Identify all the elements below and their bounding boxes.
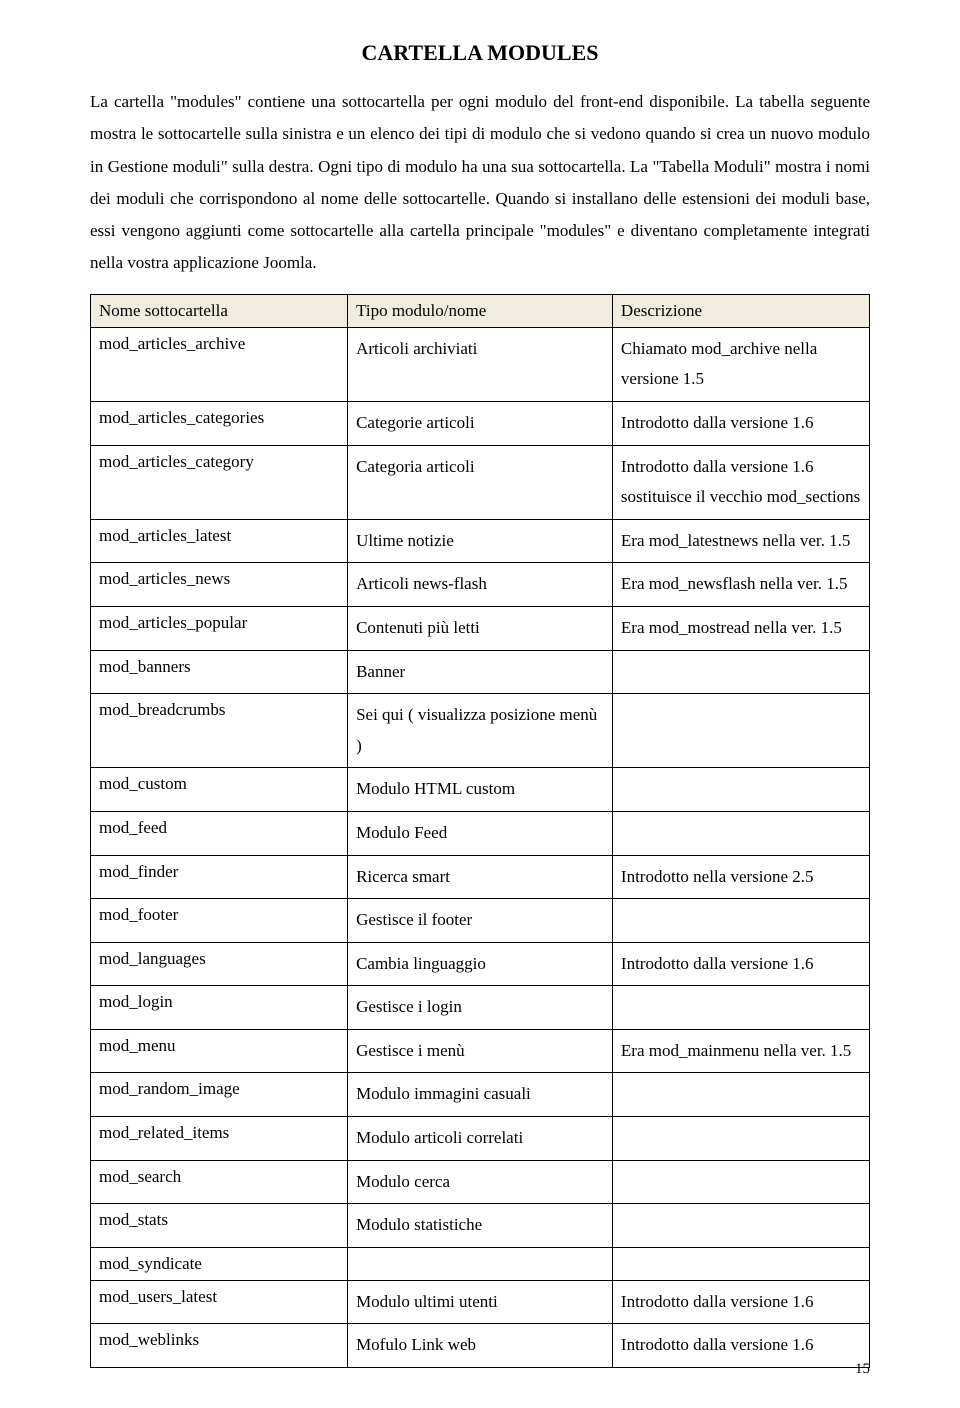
table-cell [612, 899, 869, 943]
table-cell: Introdotto nella versione 2.5 [612, 855, 869, 899]
table-cell: Ultime notizie [348, 519, 613, 563]
table-row: mod_articles_popularContenuti più lettiE… [91, 606, 870, 650]
table-cell: Contenuti più letti [348, 606, 613, 650]
table-body: mod_articles_archiveArticoli archiviatiC… [91, 327, 870, 1367]
table-cell: Banner [348, 650, 613, 694]
table-row: mod_weblinksMofulo Link webIntrodotto da… [91, 1324, 870, 1368]
table-cell: Era mod_newsflash nella ver. 1.5 [612, 563, 869, 607]
table-row: mod_articles_latestUltime notizieEra mod… [91, 519, 870, 563]
table-row: mod_feedModulo Feed [91, 811, 870, 855]
table-cell: Introdotto dalla versione 1.6 sostituisc… [612, 445, 869, 519]
table-cell [612, 986, 869, 1030]
table-cell [612, 1117, 869, 1161]
table-cell: mod_stats [91, 1204, 348, 1248]
table-cell: mod_finder [91, 855, 348, 899]
table-cell: mod_weblinks [91, 1324, 348, 1368]
table-cell [348, 1247, 613, 1280]
table-row: mod_languagesCambia linguaggioIntrodotto… [91, 942, 870, 986]
table-row: mod_related_itemsModulo articoli correla… [91, 1117, 870, 1161]
table-cell: mod_login [91, 986, 348, 1030]
table-cell: Modulo Feed [348, 811, 613, 855]
table-cell [612, 694, 869, 768]
document-page: CARTELLA MODULES La cartella "modules" c… [0, 0, 960, 1408]
table-cell: Introdotto dalla versione 1.6 [612, 942, 869, 986]
table-header: Nome sottocartella [91, 294, 348, 327]
table-cell: mod_random_image [91, 1073, 348, 1117]
table-cell: Categoria articoli [348, 445, 613, 519]
table-cell: Introdotto dalla versione 1.6 [612, 1280, 869, 1324]
table-cell [612, 1247, 869, 1280]
table-cell: mod_users_latest [91, 1280, 348, 1324]
table-cell: Gestisce i menù [348, 1029, 613, 1073]
table-row: mod_random_imageModulo immagini casuali [91, 1073, 870, 1117]
table-cell: mod_breadcrumbs [91, 694, 348, 768]
table-cell: Articoli news-flash [348, 563, 613, 607]
table-cell: Categorie articoli [348, 401, 613, 445]
table-cell: Modulo immagini casuali [348, 1073, 613, 1117]
table-row: mod_loginGestisce i login [91, 986, 870, 1030]
table-cell: Chiamato mod_archive nella versione 1.5 [612, 327, 869, 401]
table-cell: mod_articles_latest [91, 519, 348, 563]
page-title: CARTELLA MODULES [90, 40, 870, 66]
table-cell: mod_articles_category [91, 445, 348, 519]
table-header: Tipo modulo/nome [348, 294, 613, 327]
table-cell: Articoli archiviati [348, 327, 613, 401]
table-cell [612, 1073, 869, 1117]
table-row: mod_articles_categoryCategoria articoliI… [91, 445, 870, 519]
table-cell: mod_articles_archive [91, 327, 348, 401]
table-cell [612, 1160, 869, 1204]
table-cell: mod_languages [91, 942, 348, 986]
table-row: mod_menuGestisce i menùEra mod_mainmenu … [91, 1029, 870, 1073]
table-cell: Modulo articoli correlati [348, 1117, 613, 1161]
table-cell: Era mod_latestnews nella ver. 1.5 [612, 519, 869, 563]
table-cell: Era mod_mostread nella ver. 1.5 [612, 606, 869, 650]
table-row: mod_searchModulo cerca [91, 1160, 870, 1204]
table-row: mod_statsModulo statistiche [91, 1204, 870, 1248]
table-cell: Modulo cerca [348, 1160, 613, 1204]
page-number: 15 [855, 1361, 870, 1378]
table-cell: mod_articles_popular [91, 606, 348, 650]
table-cell: mod_search [91, 1160, 348, 1204]
table-cell: mod_feed [91, 811, 348, 855]
table-cell: mod_related_items [91, 1117, 348, 1161]
table-cell: Modulo HTML custom [348, 768, 613, 812]
table-cell: Mofulo Link web [348, 1324, 613, 1368]
table-cell [612, 768, 869, 812]
table-row: mod_articles_archiveArticoli archiviatiC… [91, 327, 870, 401]
table-cell: mod_custom [91, 768, 348, 812]
table-cell: mod_articles_news [91, 563, 348, 607]
table-cell: mod_syndicate [91, 1247, 348, 1280]
body-paragraph: La cartella "modules" contiene una sotto… [90, 86, 870, 280]
table-row: mod_finderRicerca smartIntrodotto nella … [91, 855, 870, 899]
table-cell: mod_articles_categories [91, 401, 348, 445]
table-cell: Modulo statistiche [348, 1204, 613, 1248]
table-cell: Cambia linguaggio [348, 942, 613, 986]
table-row: mod_users_latestModulo ultimi utentiIntr… [91, 1280, 870, 1324]
table-row: mod_breadcrumbsSei qui ( visualizza posi… [91, 694, 870, 768]
table-cell: Era mod_mainmenu nella ver. 1.5 [612, 1029, 869, 1073]
table-cell: mod_menu [91, 1029, 348, 1073]
modules-table: Nome sottocartella Tipo modulo/nome Desc… [90, 294, 870, 1368]
table-cell: mod_banners [91, 650, 348, 694]
table-header-row: Nome sottocartella Tipo modulo/nome Desc… [91, 294, 870, 327]
table-row: mod_syndicate [91, 1247, 870, 1280]
table-row: mod_customModulo HTML custom [91, 768, 870, 812]
table-row: mod_footerGestisce il footer [91, 899, 870, 943]
table-cell [612, 1204, 869, 1248]
table-header: Descrizione [612, 294, 869, 327]
table-cell: Sei qui ( visualizza posizione menù ) [348, 694, 613, 768]
table-row: mod_articles_newsArticoli news-flashEra … [91, 563, 870, 607]
table-cell [612, 650, 869, 694]
table-row: mod_bannersBanner [91, 650, 870, 694]
table-row: mod_articles_categoriesCategorie articol… [91, 401, 870, 445]
table-cell: Introdotto dalla versione 1.6 [612, 1324, 869, 1368]
table-cell: Gestisce il footer [348, 899, 613, 943]
table-cell: Modulo ultimi utenti [348, 1280, 613, 1324]
table-cell: Gestisce i login [348, 986, 613, 1030]
table-cell: Introdotto dalla versione 1.6 [612, 401, 869, 445]
table-cell: Ricerca smart [348, 855, 613, 899]
table-cell [612, 811, 869, 855]
table-cell: mod_footer [91, 899, 348, 943]
